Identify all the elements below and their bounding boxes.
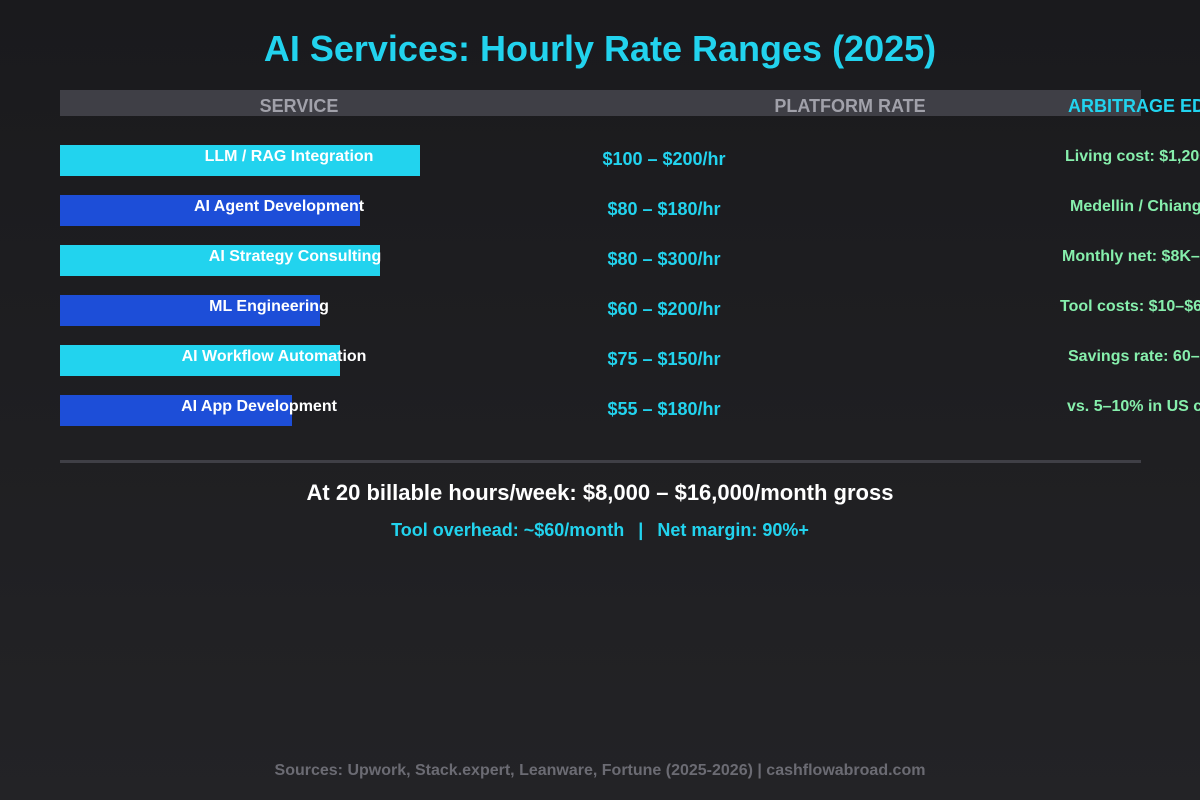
summary-text: At 20 billable hours/week: $8,000 – $16,… bbox=[306, 480, 894, 505]
platform-rate: $100 – $200/hr bbox=[602, 149, 726, 169]
platform-rate: $55 – $180/hr bbox=[607, 399, 721, 419]
platform-rate: $75 – $150/hr bbox=[607, 349, 721, 369]
arbitrage-note: Monthly net: $8K– bbox=[1062, 248, 1200, 265]
service-bar bbox=[60, 295, 320, 326]
platform-rate: $80 – $180/hr bbox=[607, 199, 721, 219]
arbitrage-note: Savings rate: 60– bbox=[1068, 348, 1200, 365]
service-name: AI App Development bbox=[181, 398, 337, 415]
service-name: AI Agent Development bbox=[193, 198, 365, 215]
page-title: AI Services: Hourly Rate Ranges (2025) bbox=[263, 28, 937, 69]
service-name: ML Engineering bbox=[209, 298, 329, 315]
header-platform-rate: PLATFORM RATE bbox=[774, 96, 926, 116]
service-bar bbox=[60, 245, 380, 276]
service-name: AI Strategy Consulting bbox=[208, 248, 382, 265]
service-bar bbox=[60, 195, 360, 226]
separator: | bbox=[638, 520, 644, 540]
sources-footer: Sources: Upwork, Stack.expert, Leanware,… bbox=[274, 762, 926, 779]
header-arbitrage: ARBITRAGE ED bbox=[1068, 96, 1200, 116]
header-service: SERVICE bbox=[259, 96, 339, 116]
arbitrage-note: vs. 5–10% in US c bbox=[1067, 398, 1200, 415]
tool-overhead: Tool overhead: ~$60/month bbox=[391, 520, 625, 540]
platform-rate: $80 – $300/hr bbox=[607, 249, 721, 269]
service-name: AI Workflow Automation bbox=[181, 348, 367, 365]
service-bar bbox=[60, 395, 292, 426]
service-name: LLM / RAG Integration bbox=[204, 148, 374, 165]
net-margin: Net margin: 90%+ bbox=[657, 520, 809, 540]
service-bar bbox=[60, 145, 420, 176]
service-bar bbox=[60, 345, 340, 376]
arbitrage-note: Medellin / Chiang bbox=[1070, 198, 1200, 215]
table-header-band bbox=[60, 90, 1141, 116]
platform-rate: $60 – $200/hr bbox=[607, 299, 721, 319]
divider bbox=[60, 460, 1141, 463]
sub-summary: Tool overhead: ~$60/month | Net margin: 90… bbox=[0, 520, 1200, 541]
arbitrage-note: Tool costs: $10–$6 bbox=[1060, 298, 1200, 315]
arbitrage-note: Living cost: $1,200 bbox=[1065, 148, 1200, 165]
